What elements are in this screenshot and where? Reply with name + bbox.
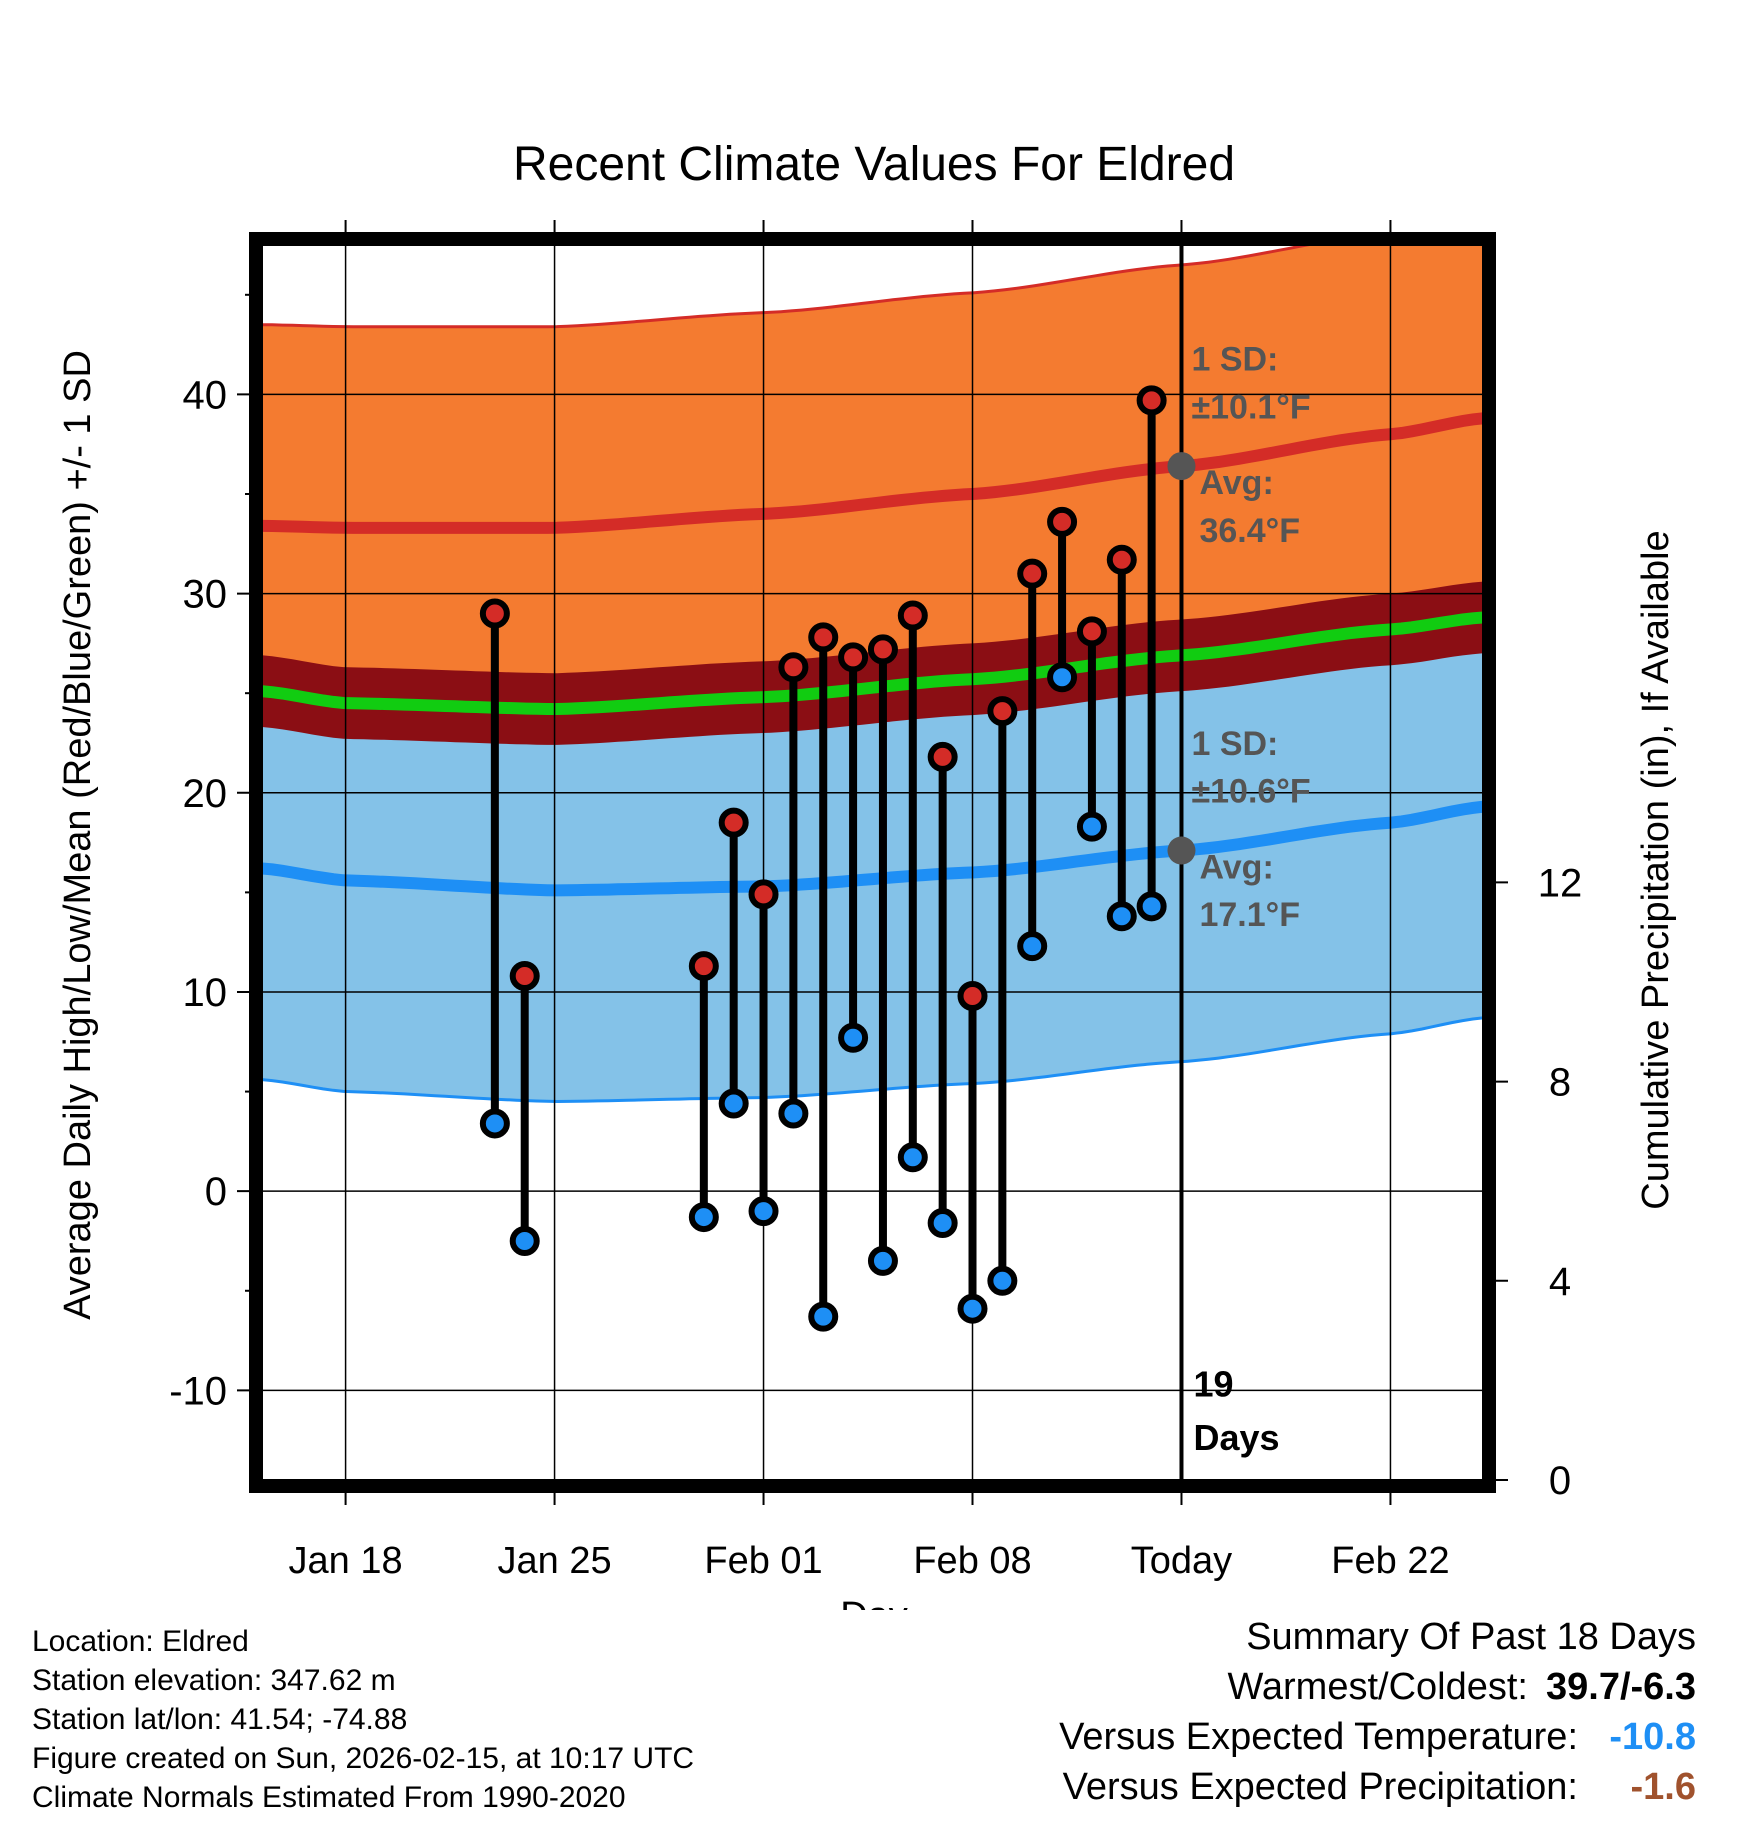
daily-high-point xyxy=(479,598,510,629)
daily-low-point xyxy=(897,1142,928,1173)
daily-high-point xyxy=(808,622,839,653)
mean-average-line xyxy=(262,611,1483,715)
normals-text: Climate Normals Estimated From 1990-2020 xyxy=(32,1781,626,1814)
created-text: Figure created on Sun, 2026-02-15, at 10… xyxy=(32,1742,695,1775)
days-unit-label: Days xyxy=(1193,1417,1279,1458)
daily-high-point xyxy=(867,634,898,665)
daily-low-point xyxy=(479,1108,510,1139)
precip-label: Versus Expected Precipitation: xyxy=(1062,1766,1578,1808)
high-avg-value: 36.4°F xyxy=(1199,512,1300,550)
high-sd-band xyxy=(262,245,1483,729)
y2-tick-label: 4 xyxy=(1549,1260,1571,1304)
daily-high-point xyxy=(1047,506,1078,537)
daily-high-point xyxy=(1076,616,1107,647)
daily-high-point xyxy=(1106,544,1137,575)
y2-axis-label: Cumulative Precipitation (in), If Availa… xyxy=(1635,530,1677,1209)
daily-low-point xyxy=(808,1301,839,1332)
y2-tick-label: 0 xyxy=(1549,1459,1571,1503)
climate-chart: Recent Climate Values For Eldred 19Days1… xyxy=(57,138,1677,1610)
daily-high-point xyxy=(778,652,809,683)
y-tick-label: 0 xyxy=(205,1170,227,1214)
daily-high-point xyxy=(838,642,869,673)
daily-high-point xyxy=(987,696,1018,727)
y2-tick-label: 8 xyxy=(1549,1061,1571,1105)
daily-high-point xyxy=(509,961,540,992)
daily-high-point xyxy=(897,600,928,631)
high-sd-upper-line xyxy=(262,245,1316,329)
summary-temp: Versus Expected Temperature: -10.8 xyxy=(1059,1712,1696,1762)
temp-value: -10.8 xyxy=(1609,1716,1696,1758)
y-tick-label: -10 xyxy=(169,1369,227,1413)
daily-low-point xyxy=(778,1098,809,1129)
x-tick-label: Feb 22 xyxy=(1331,1540,1449,1582)
high-sd-label: 1 SD: xyxy=(1191,340,1278,378)
temp-label: Versus Expected Temperature: xyxy=(1059,1716,1578,1758)
y-tick-label: 20 xyxy=(183,772,228,816)
high-avg-label: Avg: xyxy=(1199,464,1273,502)
daily-low-point xyxy=(838,1022,869,1053)
daily-low-point xyxy=(1106,901,1137,932)
daily-low-point xyxy=(748,1196,779,1227)
low-sd-label: 1 SD: xyxy=(1191,725,1278,763)
precip-value: -1.6 xyxy=(1630,1766,1696,1808)
low-average-line xyxy=(262,800,1483,897)
daily-low-point xyxy=(957,1293,988,1324)
plot-frame xyxy=(249,232,1496,1493)
daily-low-point xyxy=(1047,662,1078,693)
warm-cold-value: 39.7/-6.3 xyxy=(1546,1666,1696,1708)
x-axis-label: Day xyxy=(840,1595,908,1610)
x-tick-label: Jan 18 xyxy=(289,1540,403,1582)
y-tick-label: 10 xyxy=(183,971,228,1015)
low-sd-lower-line xyxy=(262,1016,1483,1104)
daily-low-point xyxy=(1017,931,1048,962)
y-tick-label: 30 xyxy=(183,573,228,617)
x-tick-label: Feb 08 xyxy=(913,1540,1031,1582)
elevation-text: Station elevation: 347.62 m xyxy=(32,1664,396,1697)
high-average-line xyxy=(262,412,1483,534)
y-axis-label: Average Daily High/Low/Mean (Red/Blue/Gr… xyxy=(57,350,99,1320)
summary-warm-cold: Warmest/Coldest: 39.7/-6.3 xyxy=(1059,1662,1696,1712)
summary-precip: Versus Expected Precipitation: -1.6 xyxy=(1059,1762,1696,1812)
daily-high-point xyxy=(957,980,988,1011)
days-count-label: 19 xyxy=(1193,1363,1233,1404)
daily-high-point xyxy=(1017,558,1048,589)
station-info: Location: Eldred Station elevation: 347.… xyxy=(32,1622,694,1817)
daily-low-point xyxy=(1076,811,1107,842)
plot-area: 19 Days 1 SD: ±10.1°F Avg: 36.4°F 1 SD: ±10.6°F… xyxy=(262,245,1483,1480)
daily-high-point xyxy=(748,879,779,910)
x-tick-label: Jan 25 xyxy=(498,1540,612,1582)
daily-low-point xyxy=(509,1225,540,1256)
daily-low-point xyxy=(688,1202,719,1233)
y-tick-label: 40 xyxy=(183,373,228,417)
daily-low-point xyxy=(867,1245,898,1276)
x-tick-label: Today xyxy=(1131,1540,1232,1582)
latlon-text: Station lat/lon: 41.54; -74.88 xyxy=(32,1703,408,1736)
daily-low-point xyxy=(718,1088,749,1119)
daily-low-point xyxy=(927,1208,958,1239)
summary-panel: Summary Of Past 18 Days Warmest/Coldest:… xyxy=(1059,1612,1696,1812)
y2-tick-label: 12 xyxy=(1538,861,1583,905)
low-avg-label: Avg: xyxy=(1199,848,1273,886)
low-avg-marker xyxy=(1167,836,1196,865)
x-tick-label: Feb 01 xyxy=(704,1540,822,1582)
high-avg-marker xyxy=(1167,452,1196,481)
low-sd-value: ±10.6°F xyxy=(1191,773,1310,811)
daily-high-point xyxy=(688,951,719,982)
location-text: Location: Eldred xyxy=(32,1625,249,1658)
high-sd-value: ±10.1°F xyxy=(1191,388,1310,426)
low-avg-value: 17.1°F xyxy=(1199,896,1300,934)
daily-high-point xyxy=(927,741,958,772)
summary-title: Summary Of Past 18 Days xyxy=(1246,1616,1696,1658)
daily-low-point xyxy=(987,1265,1018,1296)
daily-high-point xyxy=(718,807,749,838)
daily-low-point xyxy=(1136,891,1167,922)
warm-cold-label: Warmest/Coldest: xyxy=(1227,1666,1528,1708)
chart-title: Recent Climate Values For Eldred xyxy=(513,138,1235,191)
daily-high-point xyxy=(1136,385,1167,416)
